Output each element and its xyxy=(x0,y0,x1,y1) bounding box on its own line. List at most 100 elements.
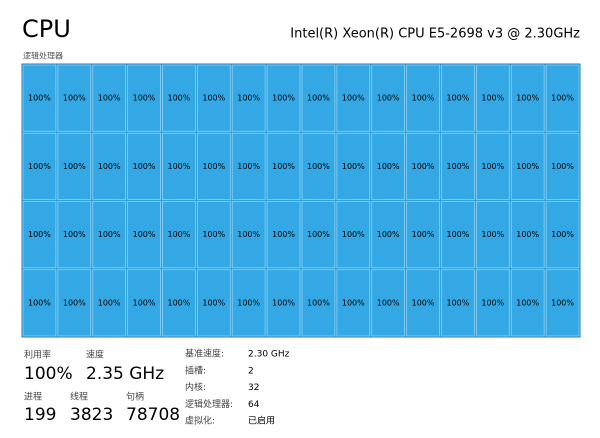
cpu-cell-label: 100% xyxy=(342,298,365,307)
grid-label: 逻辑处理器 xyxy=(23,51,63,61)
cpu-cell xyxy=(406,64,440,132)
cpu-cell-label: 100% xyxy=(133,230,156,239)
stat-label: 速度 xyxy=(86,349,104,361)
stats: 利用率 100% 速度 2.35 GHz 进程 199 线程 3823 句柄 78708 基准速度:… xyxy=(24,348,290,427)
cpu-cell-label: 100% xyxy=(63,230,86,239)
cpu-cell xyxy=(510,64,545,132)
stat-label: 利用率 xyxy=(24,349,51,361)
cpu-cell-label: 100% xyxy=(307,162,330,171)
cpu-cell xyxy=(57,269,92,337)
cpu-cell-label: 100% xyxy=(481,298,504,307)
stat-value: 78708 xyxy=(126,405,180,425)
cpu-cell xyxy=(196,132,231,200)
cpu-cell xyxy=(475,201,510,269)
cpu-cell xyxy=(22,132,57,200)
cpu-cell-label: 100% xyxy=(551,230,574,239)
cpu-cell xyxy=(301,269,336,337)
cpu-cell xyxy=(475,269,510,337)
cpu-cell-label: 100% xyxy=(237,162,260,171)
cpu-cell xyxy=(127,269,161,337)
cpu-cell xyxy=(545,64,580,132)
cpu-cell xyxy=(266,269,301,337)
cpu-cell xyxy=(266,201,301,269)
cpu-cell-label: 100% xyxy=(237,230,260,239)
cpu-grid: 100% 100% 100% 100% 100% 100% 100% 100% 100% 100%… xyxy=(21,63,581,338)
cpu-cell xyxy=(406,201,440,269)
stat-value: 100% xyxy=(24,364,73,384)
cpu-cell xyxy=(231,132,266,200)
cpu-cell-label: 100% xyxy=(342,94,365,103)
cpu-cell-label: 100% xyxy=(551,94,574,103)
cpu-cell-label: 100% xyxy=(272,230,295,239)
detail-label: 虚拟化: xyxy=(185,415,215,427)
cpu-cell-label: 100% xyxy=(63,162,86,171)
cpu-cell-label: 100% xyxy=(412,298,435,307)
cpu-cell xyxy=(371,269,406,337)
cpu-cell xyxy=(336,269,371,337)
cpu-cell-label: 100% xyxy=(377,230,400,239)
cpu-cell-label: 100% xyxy=(516,230,539,239)
cpu-cell xyxy=(92,269,127,337)
cpu-cell xyxy=(57,132,92,200)
detail-value: 2 xyxy=(248,366,254,376)
detail-label: 基准速度: xyxy=(185,348,224,360)
cpu-cell xyxy=(196,201,231,269)
cpu-cell-label: 100% xyxy=(342,162,365,171)
cpu-cell-label: 100% xyxy=(516,298,539,307)
cpu-cell-label: 100% xyxy=(307,298,330,307)
cpu-cell xyxy=(441,132,475,200)
cpu-cell-label: 100% xyxy=(307,230,330,239)
cpu-cell-label: 100% xyxy=(307,94,330,103)
cpu-cell-label: 100% xyxy=(447,298,470,307)
cpu-cell xyxy=(196,64,231,132)
cpu-cell-label: 100% xyxy=(412,230,435,239)
cpu-cell xyxy=(22,201,57,269)
cpu-cell-label: 100% xyxy=(377,94,400,103)
cpu-cell xyxy=(196,269,231,337)
cpu-cell-label: 100% xyxy=(447,162,470,171)
cpu-cell xyxy=(545,201,580,269)
cpu-cell-label: 100% xyxy=(168,162,191,171)
cpu-cell-label: 100% xyxy=(98,230,121,239)
stat-value: 3823 xyxy=(70,405,113,425)
cpu-cell-label: 100% xyxy=(481,230,504,239)
cpu-cell xyxy=(510,201,545,269)
cpu-cell xyxy=(545,269,580,337)
cpu-cell-label: 100% xyxy=(28,94,51,103)
cpu-cell-label: 100% xyxy=(551,298,574,307)
cpu-cell xyxy=(127,64,161,132)
cpu-cell-label: 100% xyxy=(342,230,365,239)
processor-name: Intel(R) Xeon(R) CPU E5-2698 v3 @ 2.30GH… xyxy=(290,27,580,42)
detail-label: 内核: xyxy=(185,381,206,393)
cpu-cell xyxy=(336,132,371,200)
cpu-cell xyxy=(441,64,475,132)
cpu-cell xyxy=(57,64,92,132)
detail-value: 已启用 xyxy=(248,415,275,427)
cpu-cell xyxy=(92,64,127,132)
cpu-cell xyxy=(92,132,127,200)
cpu-cell xyxy=(441,269,475,337)
cpu-cell-label: 100% xyxy=(481,94,504,103)
cpu-cell-label: 100% xyxy=(377,298,400,307)
cpu-cell xyxy=(336,64,371,132)
cpu-cell xyxy=(266,132,301,200)
cpu-cell-label: 100% xyxy=(133,298,156,307)
stat-label: 句柄 xyxy=(126,391,144,403)
cpu-cell xyxy=(162,201,196,269)
cpu-cell-label: 100% xyxy=(447,230,470,239)
cpu-cell-label: 100% xyxy=(202,230,225,239)
cpu-cell xyxy=(22,64,57,132)
cpu-cell-label: 100% xyxy=(28,162,51,171)
cpu-cell xyxy=(510,269,545,337)
cpu-cell xyxy=(336,201,371,269)
cpu-cell xyxy=(371,132,406,200)
cpu-cell xyxy=(406,269,440,337)
cpu-cell-label: 100% xyxy=(168,94,191,103)
stat-label: 线程 xyxy=(70,391,88,403)
cpu-cell-label: 100% xyxy=(63,298,86,307)
cpu-cell-label: 100% xyxy=(551,162,574,171)
cpu-cell xyxy=(231,64,266,132)
cpu-cell xyxy=(441,201,475,269)
cpu-cell-label: 100% xyxy=(133,94,156,103)
